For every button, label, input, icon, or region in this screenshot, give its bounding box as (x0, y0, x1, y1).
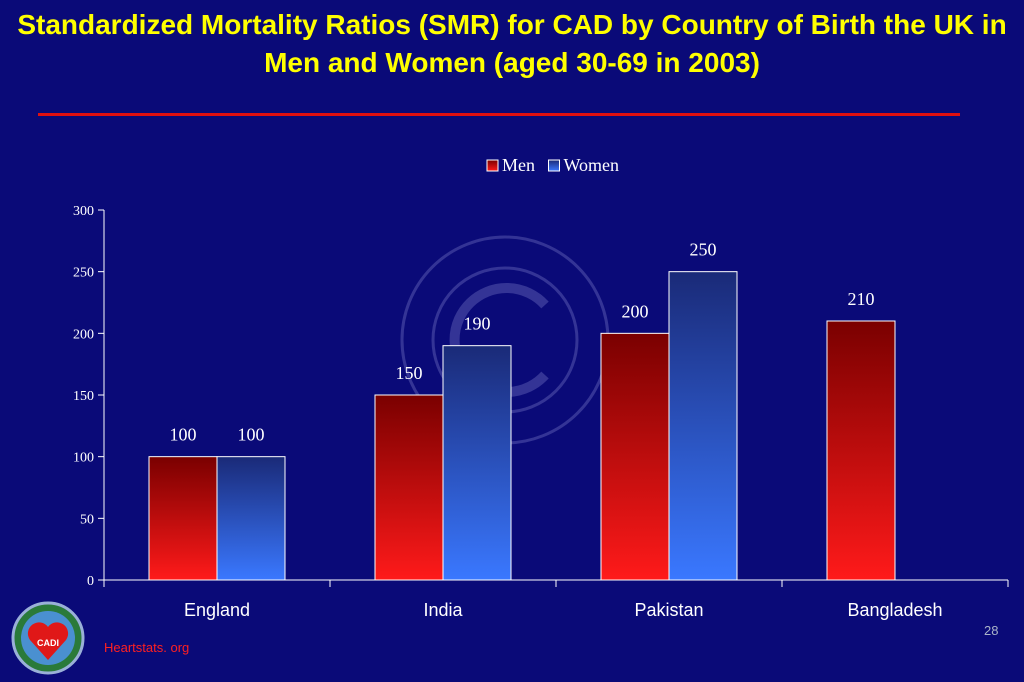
bar-men (374, 394, 444, 581)
y-tick-label: 300 (73, 204, 94, 219)
y-tick-label: 100 (73, 451, 94, 466)
bar-women (442, 345, 512, 581)
y-tick-label: 0 (87, 574, 94, 589)
chart-labels: England 100 100 India 150 190 Pakistan 200 250 Ba… (170, 240, 943, 620)
bar-women (216, 456, 286, 581)
bar-men (600, 332, 670, 581)
bar-data-label: 190 (464, 314, 491, 334)
legend-swatch-women (548, 159, 560, 172)
y-tick-label: 50 (80, 512, 94, 527)
bar-men (826, 320, 896, 581)
y-tick-label: 150 (73, 389, 94, 404)
bar-data-label: 210 (848, 289, 875, 309)
legend-swatch-men (486, 159, 499, 172)
bar-data-label: 200 (622, 301, 649, 321)
cadi-logo: CADI (10, 600, 86, 681)
bar-men (148, 456, 218, 581)
chart-legend: Men Women (486, 155, 620, 175)
y-tick-label: 200 (73, 327, 94, 342)
x-category-label: Bangladesh (847, 600, 942, 620)
bar-data-label: 150 (396, 363, 423, 383)
x-category-label: England (184, 600, 250, 620)
slide-number: 28 (984, 623, 999, 638)
bar-data-label: 100 (170, 425, 197, 445)
y-tick-label: 250 (73, 266, 94, 281)
source-link[interactable]: Heartstats. org (104, 640, 190, 655)
bar-data-label: 250 (690, 240, 717, 260)
bar-women (668, 271, 738, 581)
title-rule (38, 113, 960, 116)
bar-data-label: 100 (238, 425, 265, 445)
legend-label-men: Men (502, 155, 535, 175)
x-category-label: India (423, 600, 463, 620)
logo-text: CADI (37, 638, 59, 648)
legend-label-women: Women (564, 155, 620, 175)
x-category-label: Pakistan (634, 600, 703, 620)
chart-bars (148, 271, 896, 581)
slide-title: Standardized Mortality Ratios (SMR) for … (17, 9, 1007, 78)
